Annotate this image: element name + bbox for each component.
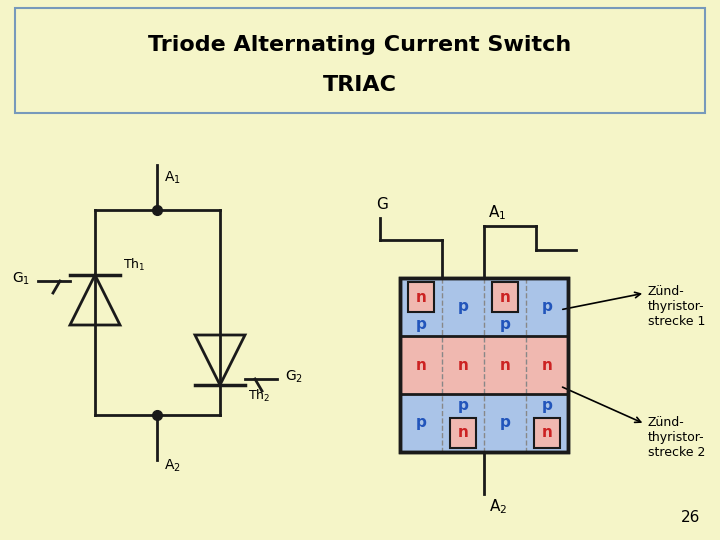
Text: n: n [541,357,552,373]
Text: p: p [415,316,426,332]
Text: Th$_1$: Th$_1$ [123,257,145,273]
Bar [451,418,476,448]
Text: 26: 26 [680,510,700,525]
Bar [492,282,518,312]
Text: Zünd-
thyristor-
strecke 1: Zünd- thyristor- strecke 1 [648,285,706,328]
Text: G$_2$: G$_2$ [285,369,303,385]
Bar [400,278,568,452]
Text: n: n [541,426,552,441]
Text: n: n [415,289,426,305]
Bar [400,336,568,394]
Text: p: p [458,300,469,314]
Text: p: p [541,300,552,314]
Bar [400,278,568,452]
Bar [408,282,433,312]
Text: n: n [458,426,469,441]
Text: p: p [500,316,510,332]
Text: p: p [415,415,426,430]
Text: n: n [500,289,510,305]
Text: p: p [541,399,552,414]
Text: n: n [500,357,510,373]
Bar [400,278,568,336]
Text: p: p [458,399,469,414]
Text: A$_1$: A$_1$ [164,170,181,186]
Bar [15,8,705,113]
Bar [400,394,568,452]
Text: Zünd-
thyristor-
strecke 2: Zünd- thyristor- strecke 2 [648,416,706,459]
Bar [534,418,559,448]
Text: A$_2$: A$_2$ [164,458,181,475]
Text: G: G [376,197,388,212]
Text: A$_1$: A$_1$ [488,203,506,222]
Text: p: p [500,415,510,430]
Text: Triode Alternating Current Switch: Triode Alternating Current Switch [148,35,572,55]
Text: n: n [458,357,469,373]
Text: A$_2$: A$_2$ [489,497,508,516]
Text: Th$_2$: Th$_2$ [248,388,270,404]
Text: G$_1$: G$_1$ [12,271,30,287]
Text: TRIAC: TRIAC [323,75,397,95]
Text: n: n [415,357,426,373]
